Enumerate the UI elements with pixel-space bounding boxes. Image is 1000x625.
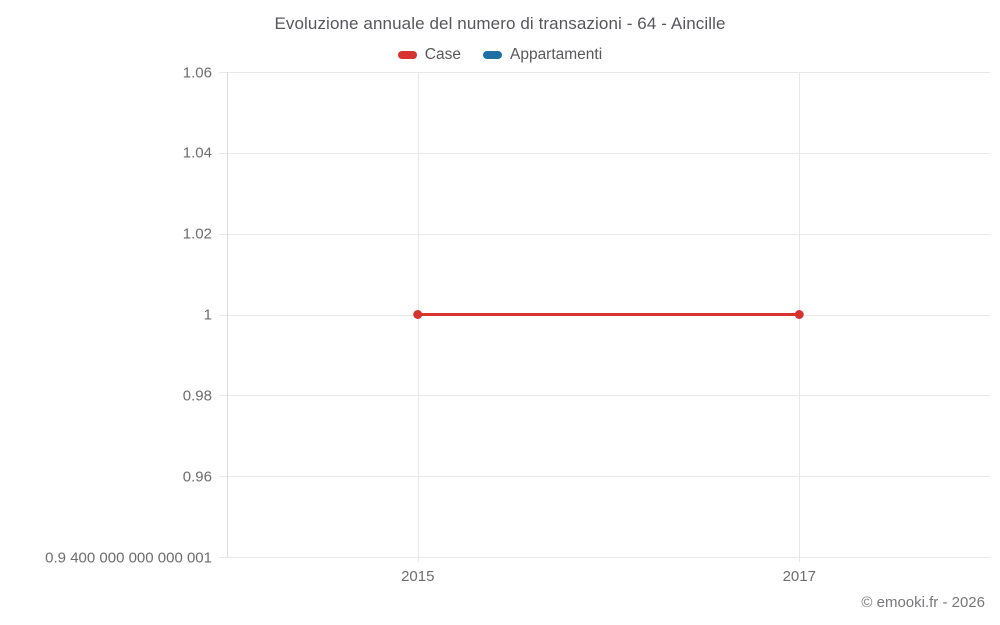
y-gridline: [219, 152, 990, 154]
legend-label-appartamenti: Appartamenti: [509, 46, 603, 63]
y-axis-line: [227, 72, 228, 557]
attribution: © emooki.fr - 2026: [861, 594, 985, 611]
y-tick-label: 1: [203, 306, 212, 324]
series-layer: [413, 310, 804, 319]
legend: Case Appartamenti: [0, 46, 1000, 64]
y-gridline: [219, 72, 990, 73]
data-point-case[interactable]: [794, 310, 804, 319]
legend-item-case[interactable]: Case: [397, 46, 461, 64]
y-tick-label: 0.96: [182, 468, 212, 486]
x-tick-label: 2017: [782, 568, 816, 585]
y-gridline: [219, 395, 990, 397]
appartamenti-series-swatch-icon: [482, 51, 502, 59]
y-tick-label: 1.02: [182, 225, 212, 243]
chart-title: Evoluzione annuale del numero di transaz…: [274, 14, 726, 33]
x-tick-label: 2015: [401, 568, 435, 585]
y-gridline: [219, 557, 990, 558]
y-tick-label: 1.04: [182, 144, 212, 162]
y-gridline: [219, 476, 990, 478]
y-gridline: [219, 233, 990, 235]
y-tick-label: 0.98: [182, 387, 212, 405]
case-series-swatch-icon: [397, 51, 417, 59]
y-tick-label: 0.9 400 000 000 000 001: [45, 549, 212, 566]
y-tick-label: 1.06: [182, 64, 212, 81]
data-point-case[interactable]: [413, 310, 423, 319]
legend-item-appartamenti[interactable]: Appartamenti: [482, 46, 603, 64]
legend-label-case: Case: [424, 46, 461, 63]
